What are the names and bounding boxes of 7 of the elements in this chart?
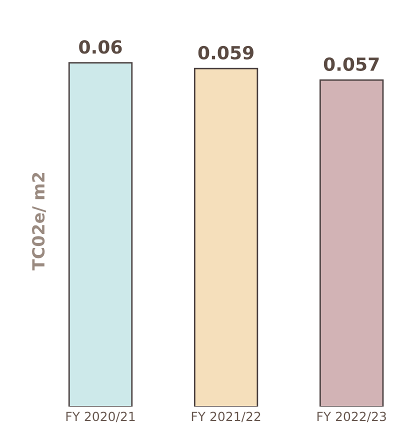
y-axis-title: TC02e/ m2 bbox=[32, 172, 46, 270]
data-label: 0.059 bbox=[198, 46, 254, 60]
x-tick-label: FY 2020/21 bbox=[66, 412, 135, 422]
x-tick-label: FY 2022/23 bbox=[317, 412, 386, 422]
data-label: 0.06 bbox=[79, 40, 122, 54]
x-tick-label: FY 2021/22 bbox=[192, 412, 260, 422]
data-label: 0.057 bbox=[324, 57, 379, 71]
